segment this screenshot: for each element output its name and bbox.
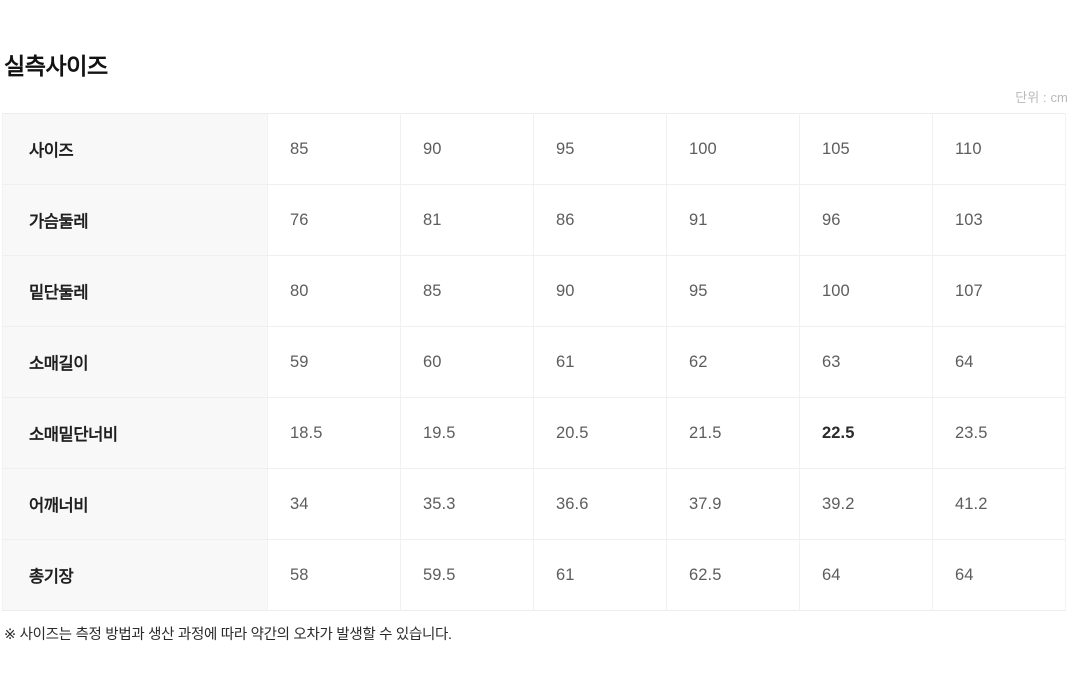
table-cell: 80 xyxy=(267,255,401,327)
size-disclaimer-note: ※ 사이즈는 측정 방법과 생산 과정에 따라 약간의 오차가 발생할 수 있습… xyxy=(4,627,452,643)
table-cell: 20.5 xyxy=(533,397,667,469)
table-cell: 100 xyxy=(799,255,933,327)
table-cell: 64 xyxy=(799,539,933,611)
row-header-label: 사이즈 xyxy=(2,113,268,185)
table-cell: 41.2 xyxy=(932,468,1066,540)
page-title: 실측사이즈 xyxy=(4,53,108,80)
table-cell: 62 xyxy=(666,326,800,398)
size-table-container: 사이즈 85 90 95 100 105 110 가슴둘레 76 81 86 91 96 103 밑단둘레 8… xyxy=(2,113,1066,611)
row-header-label: 총기장 xyxy=(2,539,268,611)
table-cell: 22.5 xyxy=(799,397,933,469)
table-cell: 85 xyxy=(400,255,534,327)
table-cell: 100 xyxy=(666,113,800,185)
size-table-body: 사이즈 85 90 95 100 105 110 가슴둘레 76 81 86 91 96 103 밑단둘레 8… xyxy=(2,113,1066,611)
table-row: 사이즈 85 90 95 100 105 110 xyxy=(2,113,1066,185)
table-cell: 18.5 xyxy=(267,397,401,469)
table-row: 소매길이 59 60 61 62 63 64 xyxy=(2,326,1066,398)
table-cell: 90 xyxy=(400,113,534,185)
row-header-label: 밑단둘레 xyxy=(2,255,268,327)
table-cell: 64 xyxy=(932,539,1066,611)
table-cell: 61 xyxy=(533,539,667,611)
table-cell: 63 xyxy=(799,326,933,398)
table-cell: 58 xyxy=(267,539,401,611)
table-row: 밑단둘레 80 85 90 95 100 107 xyxy=(2,255,1066,327)
table-cell: 60 xyxy=(400,326,534,398)
table-row: 소매밑단너비 18.5 19.5 20.5 21.5 22.5 23.5 xyxy=(2,397,1066,469)
table-cell: 61 xyxy=(533,326,667,398)
table-cell: 107 xyxy=(932,255,1066,327)
table-cell: 35.3 xyxy=(400,468,534,540)
row-header-label: 소매밑단너비 xyxy=(2,397,268,469)
unit-note: 단위 : cm xyxy=(1015,90,1068,105)
table-cell: 36.6 xyxy=(533,468,667,540)
table-cell: 21.5 xyxy=(666,397,800,469)
table-cell: 85 xyxy=(267,113,401,185)
table-row: 총기장 58 59.5 61 62.5 64 64 xyxy=(2,539,1066,611)
table-cell: 34 xyxy=(267,468,401,540)
table-cell: 59.5 xyxy=(400,539,534,611)
row-header-label: 소매길이 xyxy=(2,326,268,398)
table-cell: 103 xyxy=(932,184,1066,256)
table-cell: 91 xyxy=(666,184,800,256)
table-cell: 86 xyxy=(533,184,667,256)
table-cell: 59 xyxy=(267,326,401,398)
table-cell: 23.5 xyxy=(932,397,1066,469)
table-cell: 96 xyxy=(799,184,933,256)
table-cell: 39.2 xyxy=(799,468,933,540)
table-cell: 62.5 xyxy=(666,539,800,611)
table-row: 가슴둘레 76 81 86 91 96 103 xyxy=(2,184,1066,256)
table-cell: 19.5 xyxy=(400,397,534,469)
table-cell: 95 xyxy=(533,113,667,185)
table-cell: 110 xyxy=(932,113,1066,185)
table-cell: 95 xyxy=(666,255,800,327)
table-cell: 76 xyxy=(267,184,401,256)
table-cell: 64 xyxy=(932,326,1066,398)
table-cell: 81 xyxy=(400,184,534,256)
measurement-size-table: 사이즈 85 90 95 100 105 110 가슴둘레 76 81 86 91 96 103 밑단둘레 8… xyxy=(2,113,1066,611)
table-cell: 37.9 xyxy=(666,468,800,540)
table-cell: 105 xyxy=(799,113,933,185)
table-row: 어깨너비 34 35.3 36.6 37.9 39.2 41.2 xyxy=(2,468,1066,540)
table-cell: 90 xyxy=(533,255,667,327)
row-header-label: 어깨너비 xyxy=(2,468,268,540)
row-header-label: 가슴둘레 xyxy=(2,184,268,256)
